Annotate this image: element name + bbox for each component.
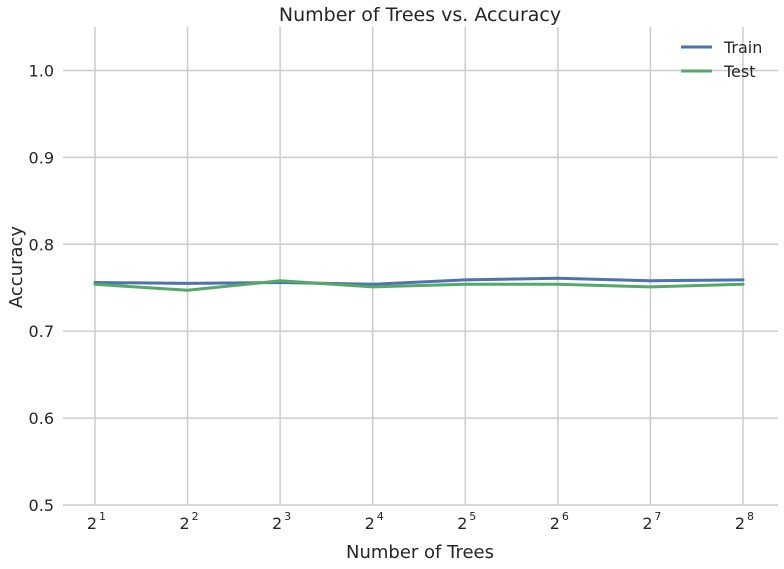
grid: [63, 27, 778, 506]
legend-label-test: Test: [723, 62, 756, 81]
series-line-test: [93, 279, 745, 292]
chart-title: Number of Trees vs. Accuracy: [279, 4, 561, 26]
y-tick-label: 0.7: [29, 322, 54, 341]
x-tick-label: 2: [550, 514, 560, 533]
y-tick-label: 0.9: [29, 148, 54, 167]
x-axis-label: Number of Trees: [346, 542, 494, 563]
x-tick-label: 2: [457, 514, 467, 533]
x-tick-label-exponent: 2: [192, 510, 199, 523]
x-tick-label-exponent: 4: [377, 510, 384, 523]
x-tick-label: 2: [87, 514, 97, 533]
x-tick-label-exponent: 5: [469, 510, 476, 523]
x-tick-label-exponent: 7: [654, 510, 661, 523]
x-tick-label: 2: [735, 514, 745, 533]
legend: Train Test: [681, 38, 762, 81]
x-tick-label-exponent: 1: [99, 510, 106, 523]
series-lines: [93, 276, 745, 292]
y-tick-label: 0.5: [29, 496, 54, 515]
x-tick-label-exponent: 6: [562, 510, 569, 523]
x-tick-label: 2: [642, 514, 652, 533]
y-tick-labels: 0.5 0.6 0.7 0.8 0.9 1.0: [29, 61, 54, 515]
x-tick-label: 2: [272, 514, 282, 533]
y-tick-label: 0.6: [29, 409, 54, 428]
x-tick-label: 2: [365, 514, 375, 533]
x-tick-label-exponent: 8: [747, 510, 754, 523]
x-tick-label-exponent: 3: [284, 510, 291, 523]
x-tick-label: 2: [179, 514, 189, 533]
legend-label-train: Train: [723, 38, 762, 57]
y-tick-label: 0.8: [29, 235, 54, 254]
y-tick-label: 1.0: [29, 61, 54, 80]
y-axis-label: Accuracy: [6, 226, 27, 309]
series-line-train: [93, 276, 745, 286]
